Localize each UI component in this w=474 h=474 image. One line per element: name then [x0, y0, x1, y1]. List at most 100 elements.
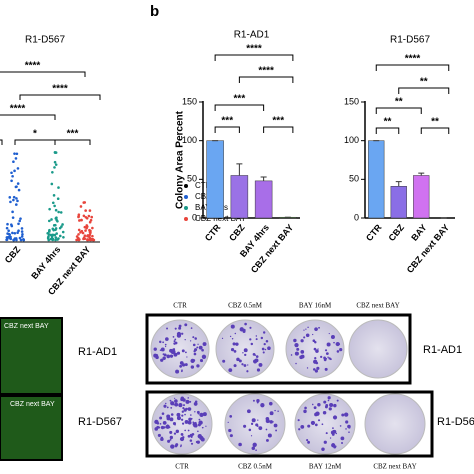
significance-bracket	[14, 139, 56, 145]
chart-title: R1-D567	[390, 35, 430, 46]
colony	[233, 350, 237, 353]
dot	[88, 209, 92, 212]
colony	[257, 419, 259, 421]
colony	[174, 338, 177, 341]
colony	[173, 432, 177, 435]
legend-marker	[184, 206, 188, 210]
colony	[247, 364, 249, 366]
colony	[305, 328, 307, 330]
colony	[187, 407, 192, 411]
colony	[325, 432, 328, 435]
colony	[187, 429, 190, 432]
row-label: R1-D567	[78, 416, 122, 428]
significance-bracket	[214, 126, 240, 133]
colony	[194, 348, 198, 352]
colony	[196, 346, 199, 349]
colony	[197, 423, 201, 427]
colony	[254, 354, 257, 356]
colony	[179, 361, 184, 365]
colony	[255, 338, 258, 341]
colony	[329, 402, 334, 408]
dot	[77, 228, 81, 232]
dot	[61, 230, 65, 234]
colony	[250, 342, 254, 346]
dot	[21, 233, 24, 236]
colony	[221, 337, 224, 340]
dot	[56, 238, 59, 241]
colony	[320, 355, 323, 358]
colony	[189, 439, 193, 442]
bar	[413, 175, 430, 219]
colony	[183, 404, 185, 407]
colony	[193, 423, 198, 428]
colony	[303, 336, 306, 339]
colony	[321, 423, 324, 426]
colony	[163, 353, 167, 357]
colony	[183, 408, 187, 412]
dot	[50, 237, 54, 240]
significance-bracket	[0, 71, 86, 77]
colony	[249, 326, 252, 329]
dot	[57, 186, 60, 189]
colony	[241, 363, 244, 366]
colony	[328, 397, 331, 400]
y-tick-label: 0	[354, 212, 359, 222]
colony	[322, 411, 327, 415]
dot	[51, 170, 54, 174]
colony	[229, 335, 232, 338]
colony	[273, 423, 278, 428]
dot	[79, 205, 83, 208]
colony	[188, 417, 192, 422]
colony	[170, 401, 175, 406]
dot	[13, 231, 17, 235]
colony	[303, 329, 305, 331]
dot	[88, 220, 92, 224]
colony	[256, 399, 260, 403]
photo	[0, 395, 63, 461]
colony	[290, 354, 293, 356]
dot	[11, 174, 14, 178]
colony	[178, 326, 182, 330]
dot	[19, 238, 23, 242]
colony	[298, 428, 301, 431]
dot	[51, 233, 55, 237]
colony	[153, 347, 157, 351]
colony	[310, 420, 316, 426]
colony	[238, 359, 242, 363]
dot	[48, 230, 51, 233]
plate-label: CBZ next BAY	[373, 463, 416, 471]
colony	[159, 340, 162, 344]
dot	[61, 223, 64, 226]
dot	[16, 199, 19, 203]
photo	[0, 317, 63, 395]
colony	[229, 434, 233, 438]
colony	[160, 436, 164, 440]
dot	[54, 223, 57, 227]
colony	[250, 435, 253, 437]
colony	[248, 428, 252, 432]
colony	[243, 424, 247, 428]
colony	[167, 439, 171, 443]
colony	[252, 442, 257, 447]
row-label: R1-D567	[437, 416, 474, 428]
significance-label: ***	[221, 116, 233, 127]
dot	[90, 215, 94, 219]
colony	[345, 420, 349, 424]
colony	[174, 423, 176, 426]
colony	[256, 368, 261, 372]
significance-label: **	[420, 77, 428, 88]
colony	[160, 347, 165, 352]
legend-marker	[184, 184, 188, 188]
dot	[87, 234, 91, 238]
colony	[313, 368, 316, 371]
colony	[317, 348, 319, 350]
colony	[176, 331, 182, 337]
colony	[160, 358, 164, 362]
dot	[53, 151, 57, 154]
colony	[330, 334, 335, 339]
colony	[175, 369, 180, 374]
dot	[11, 216, 15, 219]
significance-label: *	[33, 129, 37, 140]
colony	[167, 416, 170, 419]
colony	[202, 412, 207, 417]
